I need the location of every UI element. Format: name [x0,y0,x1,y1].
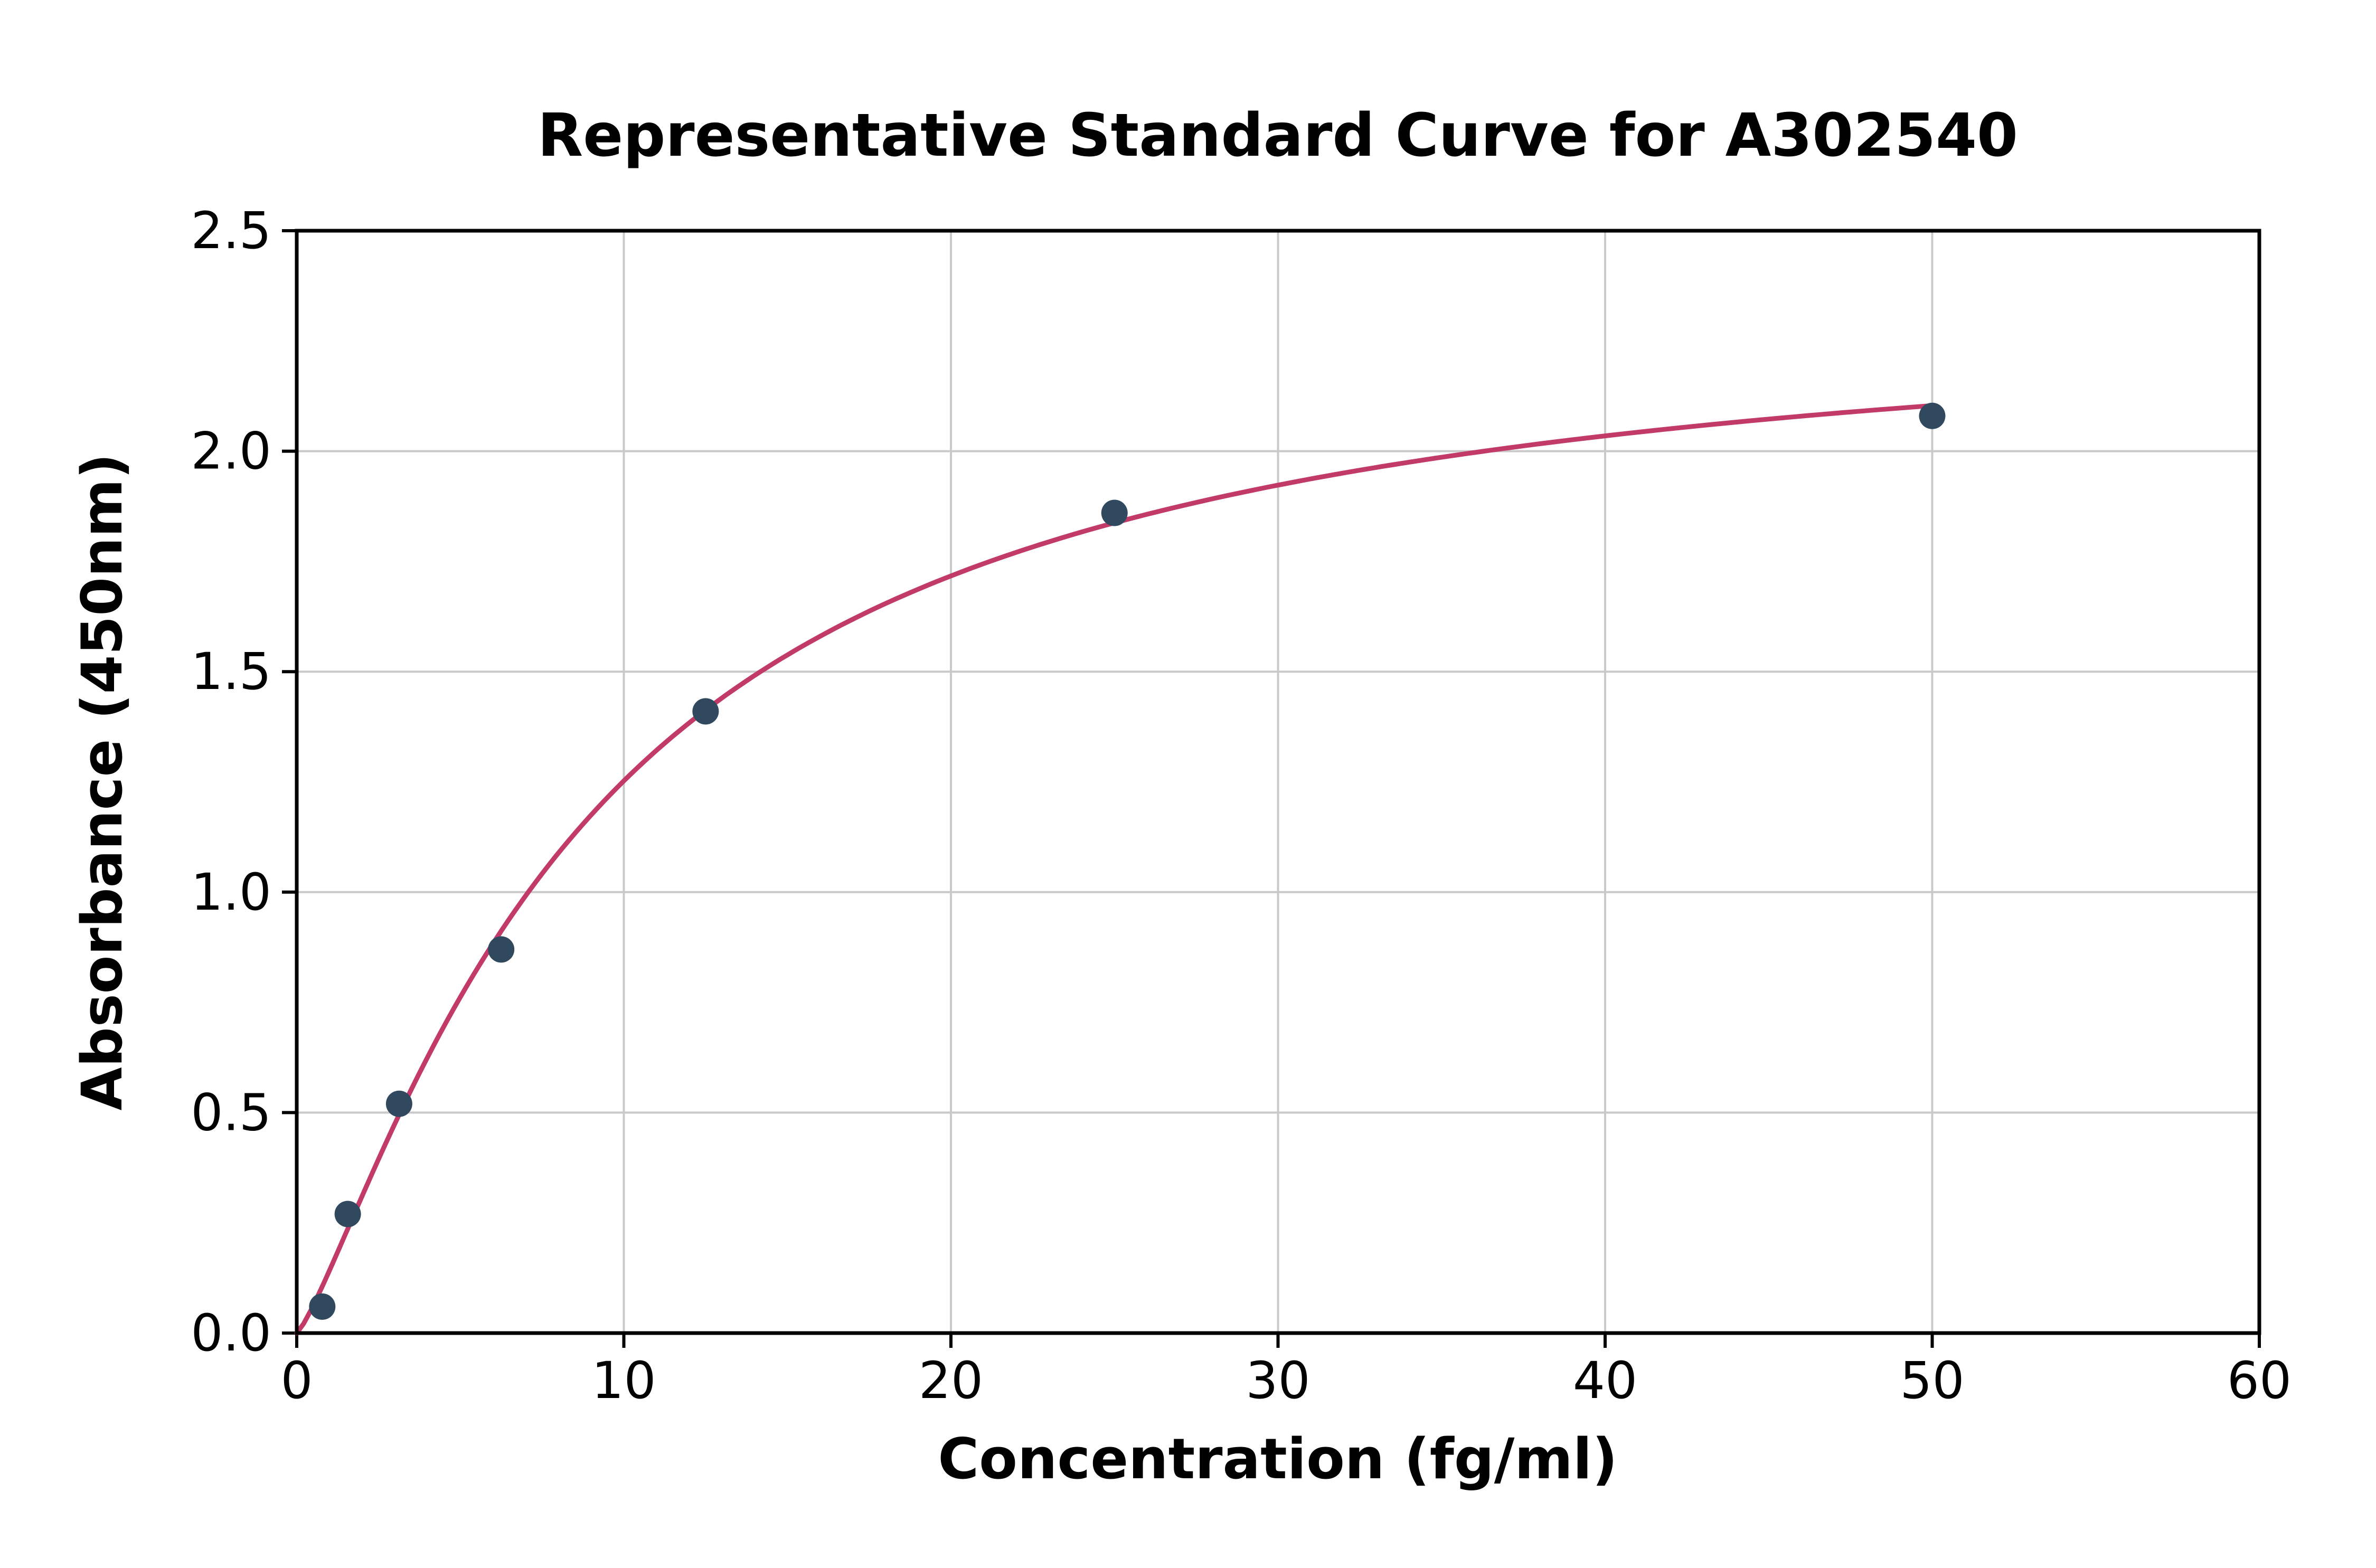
tick-marks [282,229,2261,1348]
y-tick-label: 1.5 [191,642,271,701]
x-tick-label: 60 [2227,1351,2292,1410]
plot-border [295,229,2261,1335]
chart-title: Representative Standard Curve for A30254… [538,101,2018,170]
data-point [692,698,719,725]
y-tick-label: 1.0 [191,863,271,922]
x-axis-label: Concentration (fg/ml) [938,1427,1617,1491]
y-tick-label: 2.5 [191,201,271,260]
y-tick-label: 2.0 [191,422,271,481]
fit-curve [294,403,1935,1336]
x-tick-label: 40 [1573,1351,1637,1410]
data-points [309,402,1946,1320]
data-point [309,1293,336,1320]
tick-labels: 0 10 20 30 40 50 60 0.0 0.5 1.0 1.5 2.0 2.5 [191,201,2292,1410]
data-point [385,1090,412,1117]
x-tick-label: 20 [919,1351,983,1410]
data-point [1101,499,1128,526]
x-tick-label: 30 [1246,1351,1310,1410]
data-point [488,936,515,963]
x-tick-label: 50 [1900,1351,1964,1410]
y-tick-label: 0.5 [191,1083,271,1142]
y-axis-label: Absorbance (450nm) [70,454,135,1111]
gridlines [296,230,2260,1334]
y-tick-label: 0.0 [191,1303,271,1363]
data-point [1919,402,1946,429]
x-tick-label: 0 [280,1351,313,1410]
data-point [334,1201,361,1227]
x-tick-label: 10 [591,1351,656,1410]
